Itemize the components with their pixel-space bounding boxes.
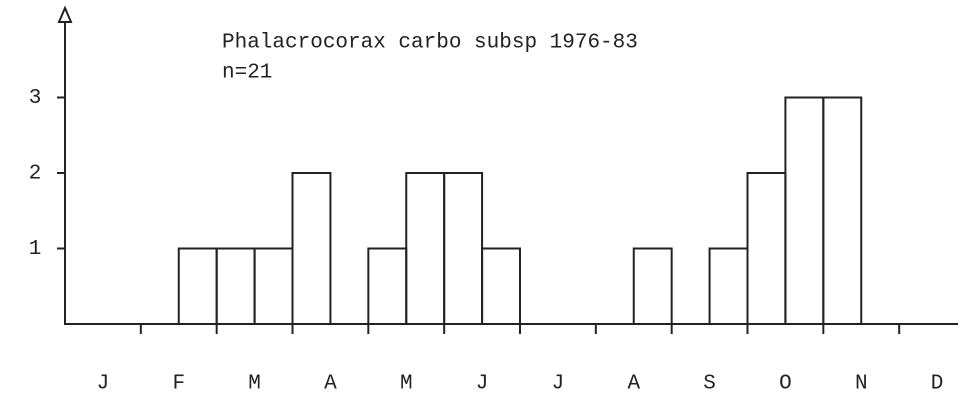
x-tick-label: D xyxy=(931,373,944,396)
bar xyxy=(405,172,446,325)
x-tick-label: A xyxy=(627,373,640,396)
bar xyxy=(746,172,787,325)
x-tick-label: J xyxy=(552,373,565,396)
x-tick-label: F xyxy=(172,373,185,396)
chart-subtitle: n=21 xyxy=(222,62,272,85)
bar xyxy=(481,247,522,325)
x-tick-label: M xyxy=(400,373,413,396)
bar xyxy=(253,247,294,325)
chart-title: Phalacrocorax carbo subsp 1976-83 xyxy=(222,32,638,55)
x-tick-label: S xyxy=(703,373,716,396)
y-tick-label: 1 xyxy=(29,238,42,261)
x-tick-label: N xyxy=(855,373,868,396)
x-tick-label: J xyxy=(476,373,489,396)
x-tick-label: O xyxy=(779,373,792,396)
bar xyxy=(367,247,408,325)
bar xyxy=(291,172,332,325)
bar xyxy=(822,96,863,325)
bar xyxy=(708,247,749,325)
bar xyxy=(215,247,256,325)
x-tick-label: J xyxy=(97,373,110,396)
bar xyxy=(632,247,673,325)
x-tick-label: M xyxy=(248,373,261,396)
bar xyxy=(177,247,218,325)
x-tick-label: A xyxy=(324,373,337,396)
y-tick-label: 3 xyxy=(29,87,42,110)
y-axis-arrow xyxy=(57,5,73,23)
y-tick-label: 2 xyxy=(29,163,42,186)
bar xyxy=(443,172,484,325)
bar xyxy=(784,96,825,325)
